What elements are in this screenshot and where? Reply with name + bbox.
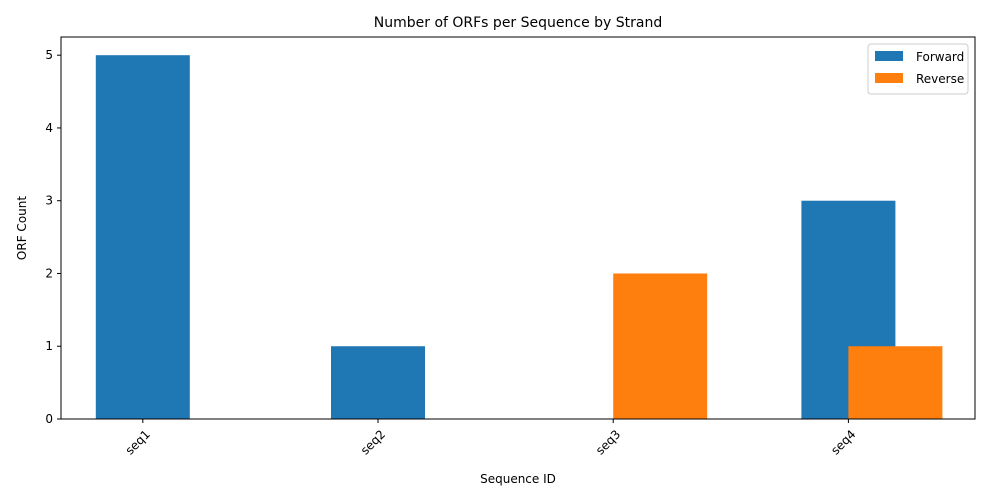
y-tick-label: 4 [45,121,53,135]
plot-frame [60,36,976,420]
bars-group [95,55,943,419]
bar-reverse-seq4 [848,346,943,419]
y-tick-label: 3 [45,194,53,208]
y-tick-label: 2 [45,266,53,280]
y-tick-label: 0 [45,412,53,426]
bar-reverse-seq3 [613,273,708,419]
y-tick-label: 5 [45,48,53,62]
x-tick-label: seq3 [593,427,623,457]
x-axis: seq1 seq2 seq3 seq4 [123,419,859,458]
legend-swatch-reverse [875,73,903,83]
legend-label-forward: Forward [916,50,964,64]
bar-forward-seq2 [331,346,425,419]
x-axis-label: Sequence ID [480,472,556,486]
legend-swatch-forward [875,51,903,61]
x-tick-label: seq4 [828,427,858,457]
bar-forward-seq1 [95,55,190,419]
y-axis: 0 1 2 3 4 5 [45,48,61,426]
y-tick-label: 1 [45,339,53,353]
legend-label-reverse: Reverse [916,72,964,86]
x-tick-label: seq2 [358,427,388,457]
chart-title: Number of ORFs per Sequence by Strand [374,15,662,31]
legend: Forward Reverse [867,43,969,95]
y-axis-label: ORF Count [15,196,29,260]
x-tick-label: seq1 [123,427,153,457]
